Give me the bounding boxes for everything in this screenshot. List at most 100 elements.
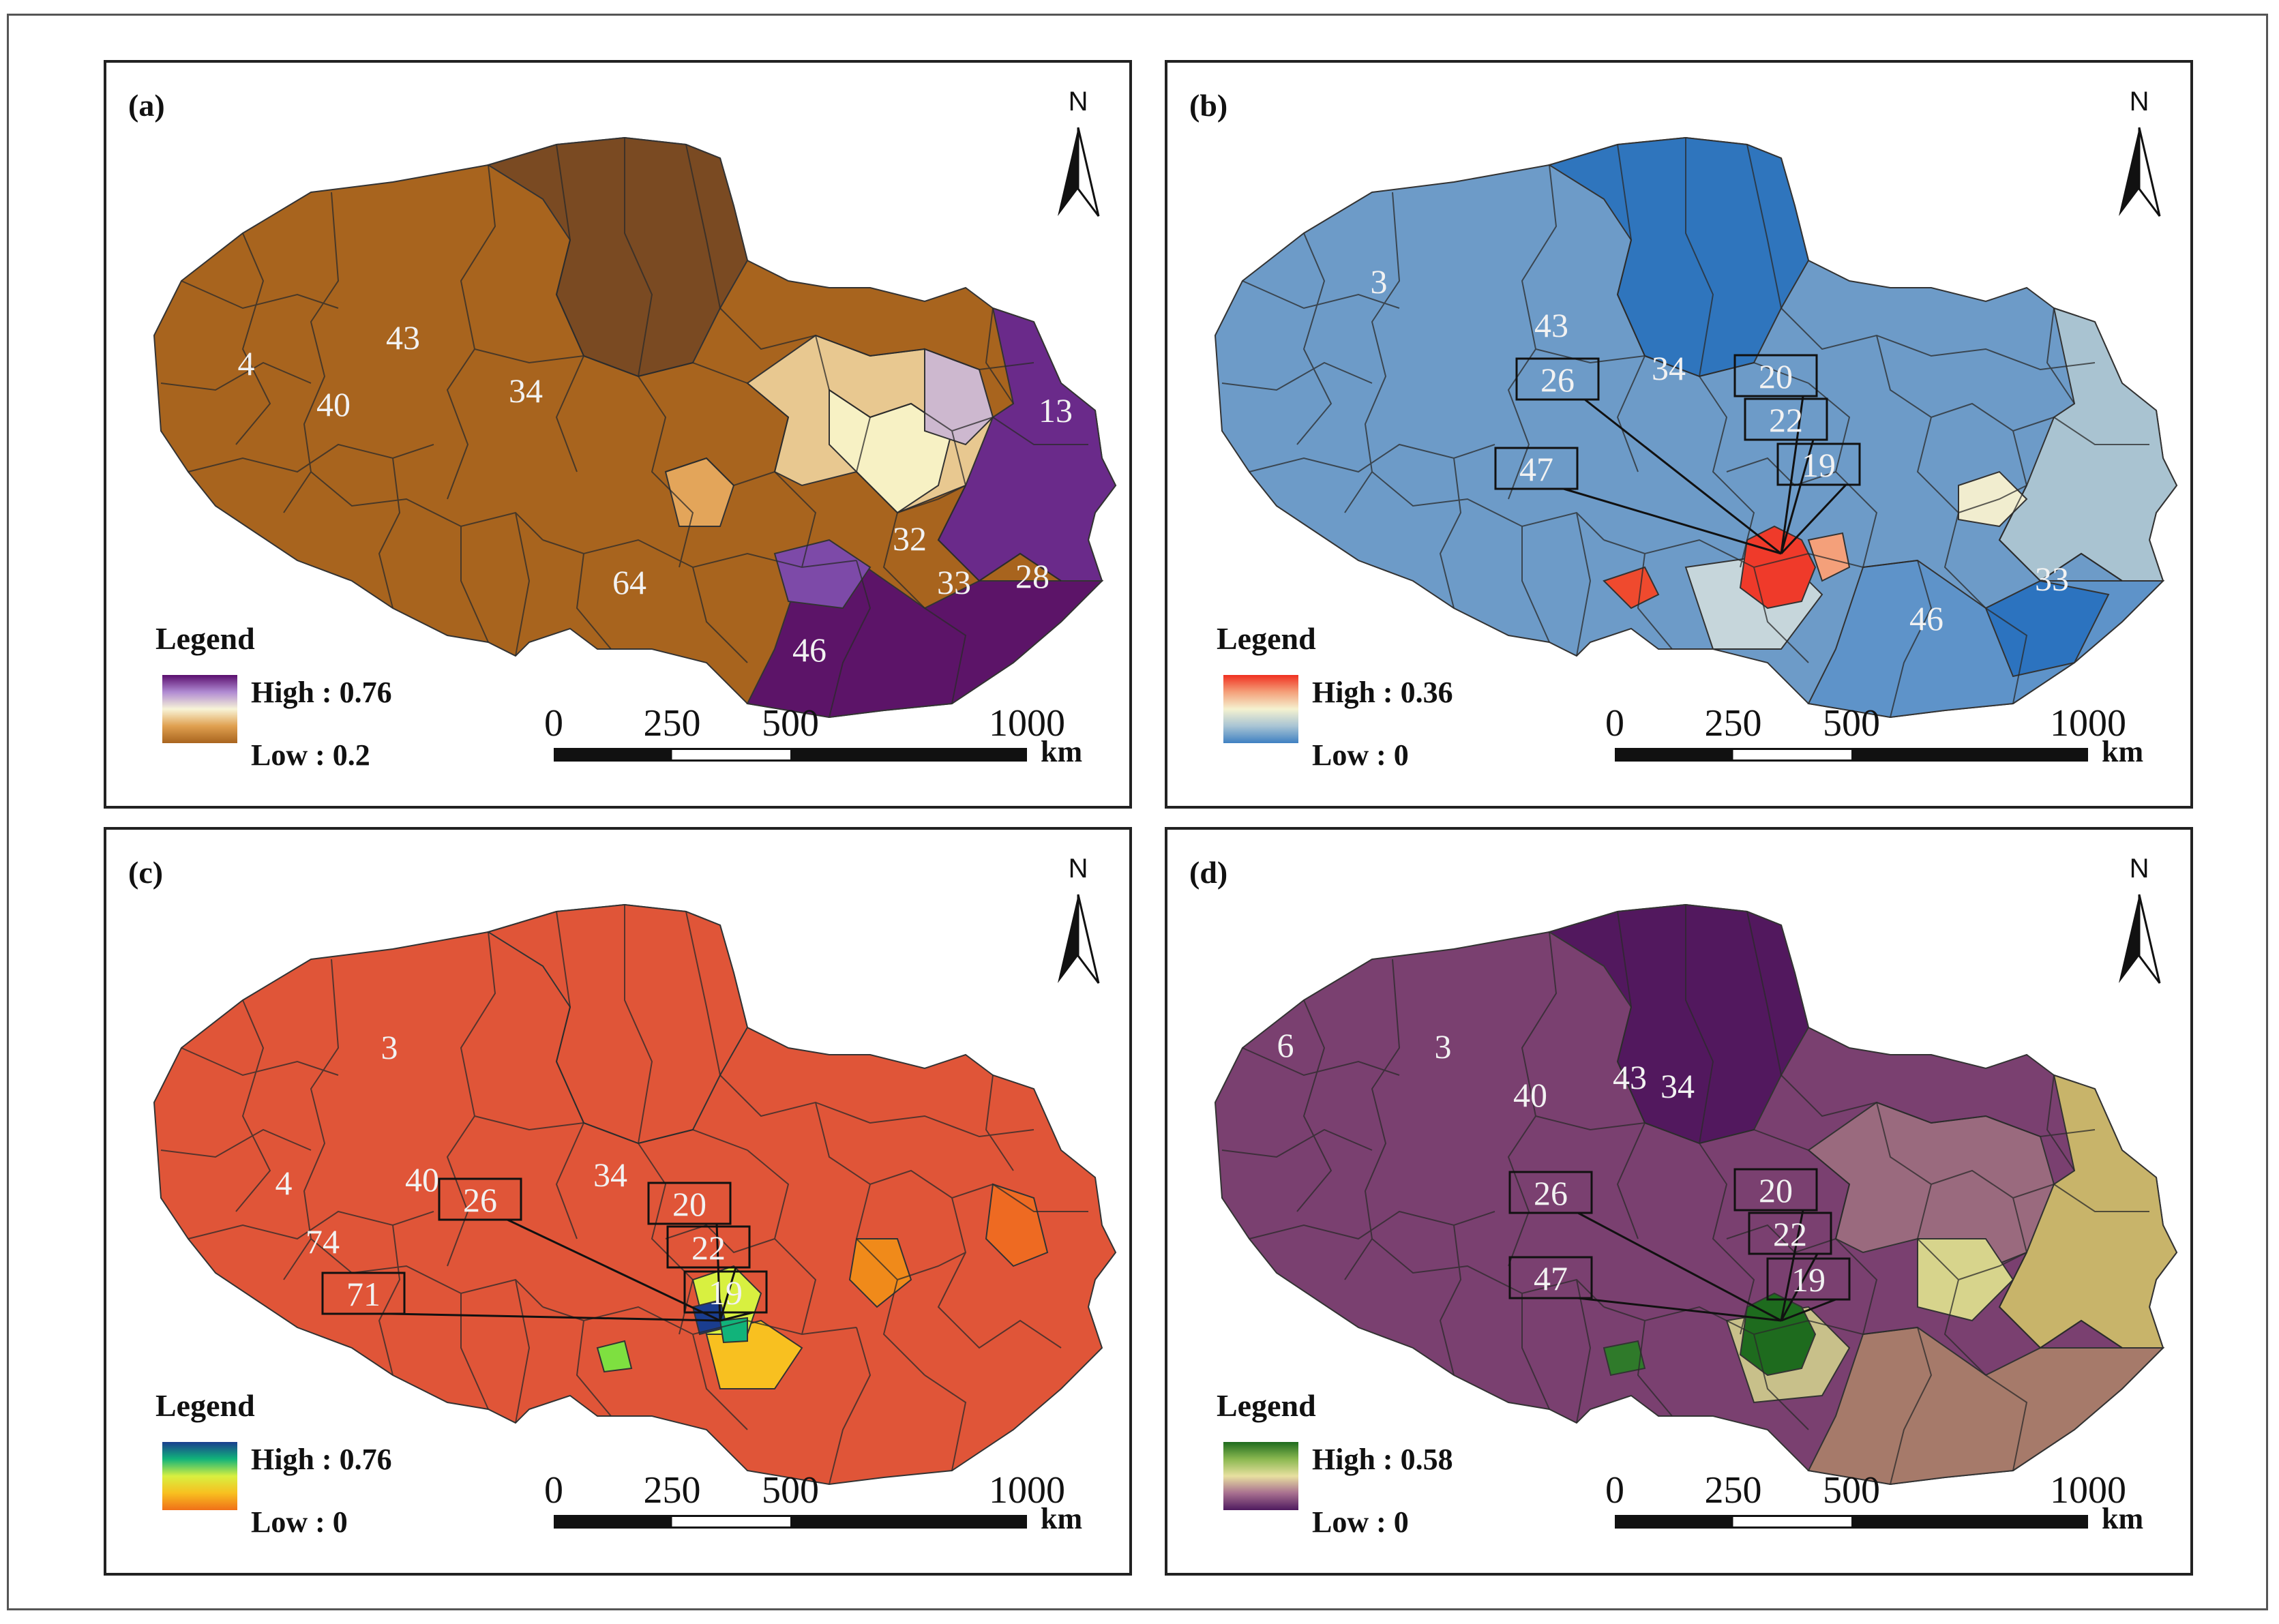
- svg-text:Legend: Legend: [155, 1388, 255, 1423]
- svg-text:N: N: [2130, 854, 2149, 884]
- svg-text:km: km: [1041, 1502, 1082, 1535]
- label-box: [683, 1270, 768, 1314]
- county-label: 40: [316, 385, 351, 423]
- north-arrow-icon: N: [1058, 87, 1100, 217]
- county-label: 13: [1039, 391, 1073, 430]
- county-label: 3: [1371, 262, 1388, 301]
- label-box: [1733, 354, 1818, 397]
- county-label: 40: [1513, 1076, 1547, 1114]
- county-label: 32: [893, 520, 927, 558]
- county-label: 3: [381, 1028, 398, 1066]
- svg-text:km: km: [2102, 1502, 2143, 1535]
- north-arrow-icon: N: [2119, 87, 2161, 217]
- boxed-county-label: 19: [709, 1274, 743, 1312]
- svg-text:0: 0: [1605, 702, 1624, 745]
- boxed-county-label: 20: [1759, 357, 1793, 395]
- label-box: [1508, 1171, 1593, 1214]
- north-arrow-icon: N: [2119, 854, 2161, 984]
- county-label: 46: [1909, 599, 1943, 637]
- county-label: 46: [792, 631, 826, 669]
- panel-label: (a): [128, 88, 165, 123]
- boxed-county-label: 19: [1791, 1261, 1826, 1299]
- svg-text:N: N: [1069, 854, 1088, 884]
- svg-text:High : 0.58: High : 0.58: [1312, 1443, 1453, 1476]
- svg-text:0: 0: [1605, 1469, 1624, 1512]
- svg-text:High : 0.36: High : 0.36: [1312, 676, 1453, 709]
- label-box: [647, 1182, 732, 1225]
- label-box: [666, 1225, 751, 1269]
- boxed-county-label: 26: [1540, 361, 1575, 399]
- boxed-county-label: 19: [1802, 446, 1836, 484]
- svg-text:N: N: [2130, 87, 2149, 117]
- region-map: [153, 903, 1117, 1486]
- svg-text:Legend: Legend: [1217, 1388, 1316, 1423]
- panel-a-svg: (a) 4 40 43 34 13 32 33 28 46 64 N Legend High : 0.76…: [128, 87, 1117, 772]
- boxed-county-label: 20: [1759, 1171, 1793, 1209]
- county-label: 74: [306, 1222, 340, 1261]
- svg-text:Low : 0: Low : 0: [1312, 1505, 1409, 1539]
- label-box: [1515, 357, 1600, 401]
- legend: Legend High : 0.58 Low : 0: [1217, 1388, 1453, 1539]
- label-box: [1748, 1212, 1832, 1255]
- label-box: [321, 1272, 406, 1315]
- panel-a: (a) 4 40 43 34 13 32 33 28 46 64 N Legend High : 0.76…: [104, 60, 1132, 809]
- boxed-county-label: 22: [1769, 401, 1803, 439]
- svg-text:High : 0.76: High : 0.76: [251, 676, 392, 709]
- svg-text:Low : 0: Low : 0: [1312, 738, 1409, 772]
- county-label: 6: [1277, 1026, 1294, 1064]
- label-box: [1766, 1257, 1851, 1301]
- svg-text:250: 250: [1705, 702, 1762, 745]
- svg-text:Low : 0: Low : 0: [251, 1505, 348, 1539]
- county-label: 4: [275, 1164, 293, 1202]
- label-box: [1776, 442, 1861, 486]
- svg-text:500: 500: [1823, 702, 1880, 745]
- region-map: [153, 136, 1117, 719]
- svg-text:N: N: [1069, 87, 1088, 117]
- legend: Legend High : 0.76 Low : 0: [155, 1388, 392, 1539]
- legend: Legend High : 0.76 Low : 0.2: [155, 621, 392, 772]
- svg-text:High : 0.76: High : 0.76: [251, 1443, 392, 1476]
- svg-text:km: km: [1041, 735, 1082, 768]
- label-box: [1508, 1256, 1593, 1299]
- svg-text:1000: 1000: [989, 702, 1065, 745]
- label-box: [1494, 447, 1579, 490]
- boxed-county-label: 47: [1519, 450, 1553, 488]
- svg-text:Legend: Legend: [1217, 621, 1316, 656]
- panel-b: (b) 3 43 34 33 46 26 20 22 19 47 N Legend High : 0.36…: [1165, 60, 2193, 809]
- county-label: 33: [2035, 560, 2069, 598]
- county-label: 64: [612, 563, 646, 601]
- county-label: 43: [386, 318, 420, 357]
- label-box: [1733, 1168, 1818, 1212]
- panel-c: (c) 3 4 40 34 74 26 20 22 19 71 N Legend High : 0.76 L…: [104, 827, 1132, 1576]
- county-label: 34: [1652, 349, 1686, 387]
- panel-label: (b): [1189, 88, 1227, 123]
- panel-label: (d): [1189, 855, 1227, 890]
- svg-text:Legend: Legend: [155, 621, 255, 656]
- svg-text:0: 0: [544, 1469, 563, 1512]
- county-label: 43: [1534, 306, 1568, 344]
- county-label: 34: [593, 1156, 627, 1194]
- region-map: [1214, 903, 2178, 1486]
- region-map: [1214, 136, 2178, 719]
- legend: Legend High : 0.36 Low : 0: [1217, 621, 1453, 772]
- county-label: 4: [238, 344, 255, 382]
- svg-text:1000: 1000: [2050, 1469, 2126, 1512]
- county-label: 34: [1660, 1067, 1695, 1105]
- boxed-county-label: 26: [1534, 1174, 1568, 1212]
- county-label: 40: [405, 1160, 439, 1199]
- svg-text:250: 250: [1705, 1469, 1762, 1512]
- panel-d: (d) 6 3 43 40 34 26 20 22 19 47 N Legend High : 0.58 L…: [1165, 827, 2193, 1576]
- label-box: [1744, 397, 1828, 441]
- svg-text:250: 250: [644, 702, 701, 745]
- county-label: 3: [1435, 1027, 1452, 1066]
- svg-text:km: km: [2102, 735, 2143, 768]
- label-box: [438, 1177, 522, 1221]
- county-label: 43: [1613, 1058, 1647, 1096]
- svg-text:500: 500: [762, 1469, 819, 1512]
